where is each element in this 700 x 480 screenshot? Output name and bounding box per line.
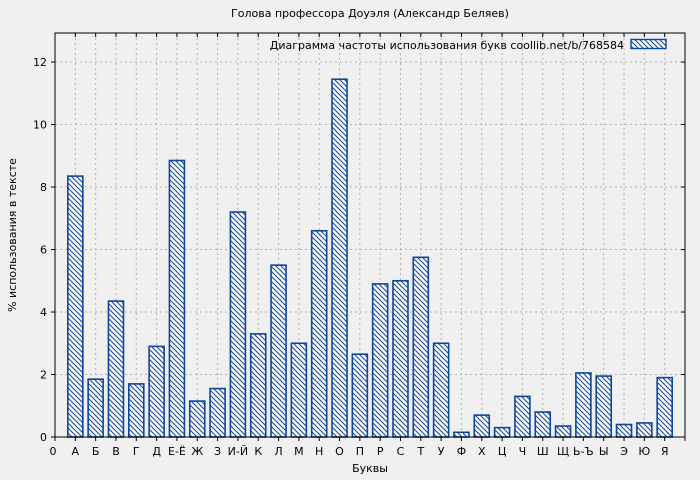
x-tick-label: З bbox=[214, 445, 221, 458]
y-tick-label: 10 bbox=[33, 119, 47, 132]
bar bbox=[351, 353, 369, 438]
legend-label: Диаграмма частоты использования букв coo… bbox=[270, 39, 624, 52]
bar bbox=[310, 229, 328, 438]
bar bbox=[392, 279, 409, 438]
chart-title: Голова профессора Доуэля (Александр Беля… bbox=[231, 7, 509, 20]
legend-swatch-icon bbox=[630, 38, 667, 50]
bar bbox=[493, 426, 511, 438]
x-tick-label: Т bbox=[416, 445, 424, 458]
bar bbox=[636, 422, 653, 438]
x-tick-label: О bbox=[335, 445, 344, 458]
y-tick-label: 0 bbox=[40, 431, 47, 444]
x-tick-label: Л bbox=[274, 445, 282, 458]
legend: Диаграмма частоты использования букв coo… bbox=[270, 38, 667, 52]
x-tick-label: У bbox=[438, 445, 445, 458]
x-tick-label: Р bbox=[377, 445, 384, 458]
bar bbox=[209, 387, 226, 438]
y-tick-label: 8 bbox=[40, 181, 47, 194]
x-origin-label: 0 bbox=[50, 445, 57, 458]
bar bbox=[371, 283, 389, 438]
bar bbox=[575, 372, 592, 438]
bar bbox=[554, 425, 572, 438]
x-tick-label: Н bbox=[315, 445, 323, 458]
y-tick-label: 4 bbox=[40, 306, 47, 319]
x-tick-label: Х bbox=[478, 445, 486, 458]
bar bbox=[331, 78, 348, 438]
x-axis-label: Буквы bbox=[352, 462, 388, 475]
x-tick-label: Ф bbox=[457, 445, 466, 458]
x-tick-label: Ч bbox=[519, 445, 527, 458]
bar bbox=[229, 211, 247, 438]
x-tick-label: Ь-Ъ bbox=[573, 445, 594, 458]
bar bbox=[87, 378, 104, 438]
bar bbox=[514, 395, 531, 438]
y-tick-label: 2 bbox=[40, 369, 47, 382]
bars bbox=[67, 78, 673, 438]
bar bbox=[67, 175, 84, 438]
bar bbox=[656, 376, 673, 438]
bar bbox=[595, 375, 613, 438]
bar bbox=[290, 342, 308, 438]
x-tick-label: Б bbox=[92, 445, 100, 458]
x-tick-label: Е-Ё bbox=[168, 445, 186, 458]
x-tick-label: Ш bbox=[537, 445, 549, 458]
x-tick-label: К bbox=[254, 445, 262, 458]
bar bbox=[249, 333, 267, 438]
bar bbox=[453, 431, 470, 438]
x-tick-label: Г bbox=[133, 445, 140, 458]
bar bbox=[473, 414, 491, 438]
bar bbox=[148, 345, 165, 438]
x-tick-label: С bbox=[397, 445, 405, 458]
bar bbox=[432, 342, 450, 438]
bar bbox=[615, 423, 633, 438]
bar bbox=[168, 159, 186, 438]
bar bbox=[188, 400, 206, 438]
x-tick-label: М bbox=[294, 445, 304, 458]
tick-marks bbox=[51, 33, 686, 441]
bar bbox=[412, 256, 430, 438]
bar bbox=[534, 411, 552, 438]
bar bbox=[270, 264, 287, 438]
y-tick-label: 12 bbox=[33, 56, 47, 69]
x-tick-label: Щ bbox=[557, 445, 569, 458]
x-tick-label: П bbox=[356, 445, 364, 458]
x-tick-label: Ю bbox=[638, 445, 650, 458]
x-tick-label: Ж bbox=[191, 445, 203, 458]
x-tick-label: Ц bbox=[498, 445, 507, 458]
tick-labels: 0 2 4 6 8 10 12 0 А Б В Г Д Е-Ё Ж З И-Й К Л М Н О П Р С Т У Ф Х Ц Ч Ш Щ Ь… bbox=[33, 56, 669, 458]
x-tick-label: Я bbox=[661, 445, 669, 458]
x-tick-label: Д bbox=[152, 445, 161, 458]
x-tick-label: Ы bbox=[599, 445, 609, 458]
x-tick-label: А bbox=[72, 445, 80, 458]
x-tick-label: В bbox=[112, 445, 120, 458]
bar bbox=[127, 383, 145, 438]
x-tick-label: Э bbox=[620, 445, 628, 458]
plot-border bbox=[54, 32, 686, 438]
x-tick-label: И-Й bbox=[228, 445, 248, 458]
y-tick-label: 6 bbox=[40, 244, 47, 257]
bar bbox=[107, 300, 125, 438]
